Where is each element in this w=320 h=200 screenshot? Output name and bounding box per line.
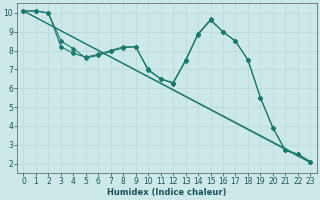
X-axis label: Humidex (Indice chaleur): Humidex (Indice chaleur): [107, 188, 227, 197]
